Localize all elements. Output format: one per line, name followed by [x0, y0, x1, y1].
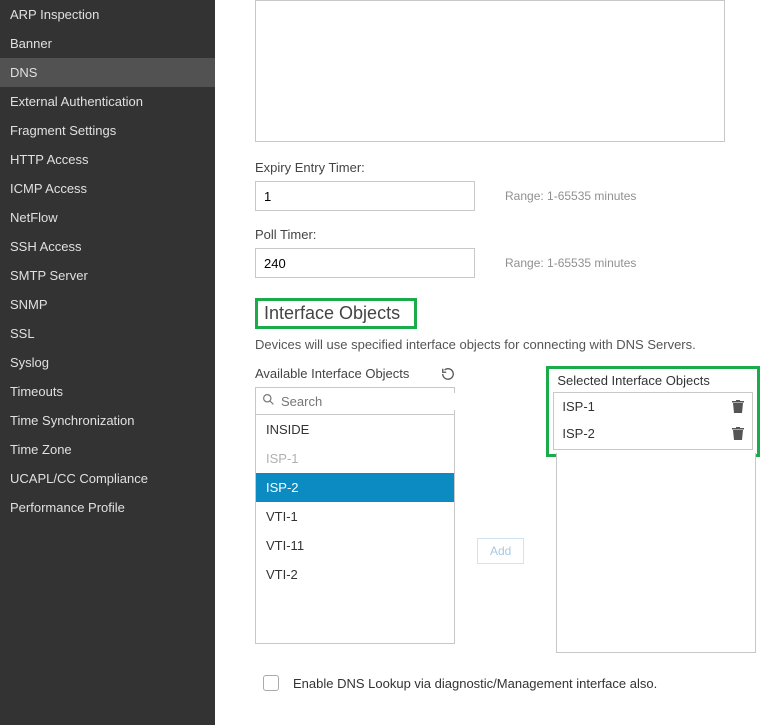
selected-header: Selected Interface Objects: [553, 371, 753, 392]
poll-range: Range: 1-65535 minutes: [505, 256, 636, 270]
sidebar-item[interactable]: ICMP Access: [0, 174, 215, 203]
available-header: Available Interface Objects: [255, 366, 409, 381]
sidebar-item[interactable]: SNMP: [0, 290, 215, 319]
list-item[interactable]: ISP-1: [256, 444, 454, 473]
sidebar: ARP InspectionBannerDNSExternal Authenti…: [0, 0, 215, 725]
sidebar-item[interactable]: SMTP Server: [0, 261, 215, 290]
dns-lookup-checkbox[interactable]: [263, 675, 279, 691]
list-item[interactable]: ISP-2: [256, 473, 454, 502]
transfer-buttons: Add: [477, 366, 524, 626]
list-item[interactable]: VTI-11: [256, 531, 454, 560]
section-title-highlight: Interface Objects: [255, 298, 417, 329]
sidebar-item[interactable]: Performance Profile: [0, 493, 215, 522]
available-listbox[interactable]: INSIDEISP-1ISP-2VTI-1VTI-11VTI-2: [255, 414, 455, 644]
expiry-label: Expiry Entry Timer:: [255, 160, 743, 175]
refresh-icon[interactable]: [441, 367, 455, 381]
selected-listbox[interactable]: ISP-1 ISP-2: [553, 392, 753, 450]
sidebar-item[interactable]: SSH Access: [0, 232, 215, 261]
main-content: Expiry Entry Timer: Range: 1-65535 minut…: [215, 0, 763, 725]
interface-objects-dual-list: Available Interface Objects INSIDEISP-1I…: [255, 366, 743, 653]
sidebar-item[interactable]: SSL: [0, 319, 215, 348]
expiry-range: Range: 1-65535 minutes: [505, 189, 636, 203]
sidebar-item[interactable]: Fragment Settings: [0, 116, 215, 145]
dns-lookup-label: Enable DNS Lookup via diagnostic/Managem…: [293, 676, 657, 691]
expiry-input[interactable]: [255, 181, 475, 211]
sidebar-item[interactable]: Syslog: [0, 348, 215, 377]
dns-servers-textarea[interactable]: [255, 0, 725, 142]
section-title: Interface Objects: [264, 303, 400, 324]
trash-icon[interactable]: [732, 427, 744, 441]
sidebar-item[interactable]: External Authentication: [0, 87, 215, 116]
list-item[interactable]: INSIDE: [256, 415, 454, 444]
selected-item: ISP-1: [554, 393, 752, 420]
sidebar-item[interactable]: UCAPL/CC Compliance: [0, 464, 215, 493]
poll-timer-field: Poll Timer: Range: 1-65535 minutes: [255, 227, 743, 278]
add-button[interactable]: Add: [477, 538, 524, 564]
sidebar-item[interactable]: DNS: [0, 58, 215, 87]
sidebar-item[interactable]: Timeouts: [0, 377, 215, 406]
poll-label: Poll Timer:: [255, 227, 743, 242]
selected-column: Selected Interface Objects ISP-1 ISP-2: [546, 366, 760, 653]
list-item[interactable]: VTI-1: [256, 502, 454, 531]
sidebar-item[interactable]: HTTP Access: [0, 145, 215, 174]
sidebar-item[interactable]: ARP Inspection: [0, 0, 215, 29]
sidebar-item[interactable]: Time Zone: [0, 435, 215, 464]
selected-item-label: ISP-1: [562, 399, 595, 414]
selected-listbox-extend: [556, 453, 756, 653]
sidebar-item[interactable]: Time Synchronization: [0, 406, 215, 435]
search-icon: [262, 393, 275, 409]
dns-lookup-checkbox-row: Enable DNS Lookup via diagnostic/Managem…: [263, 675, 743, 691]
available-column: Available Interface Objects INSIDEISP-1I…: [255, 366, 455, 644]
sidebar-item[interactable]: NetFlow: [0, 203, 215, 232]
selected-item: ISP-2: [554, 420, 752, 447]
expiry-timer-field: Expiry Entry Timer: Range: 1-65535 minut…: [255, 160, 743, 211]
search-wrap: [255, 387, 455, 415]
section-description: Devices will use specified interface obj…: [255, 337, 743, 352]
trash-icon[interactable]: [732, 400, 744, 414]
list-item[interactable]: VTI-2: [256, 560, 454, 589]
search-input[interactable]: [279, 393, 459, 410]
poll-input[interactable]: [255, 248, 475, 278]
selected-item-label: ISP-2: [562, 426, 595, 441]
selected-highlight: Selected Interface Objects ISP-1 ISP-2: [546, 366, 760, 457]
sidebar-item[interactable]: Banner: [0, 29, 215, 58]
